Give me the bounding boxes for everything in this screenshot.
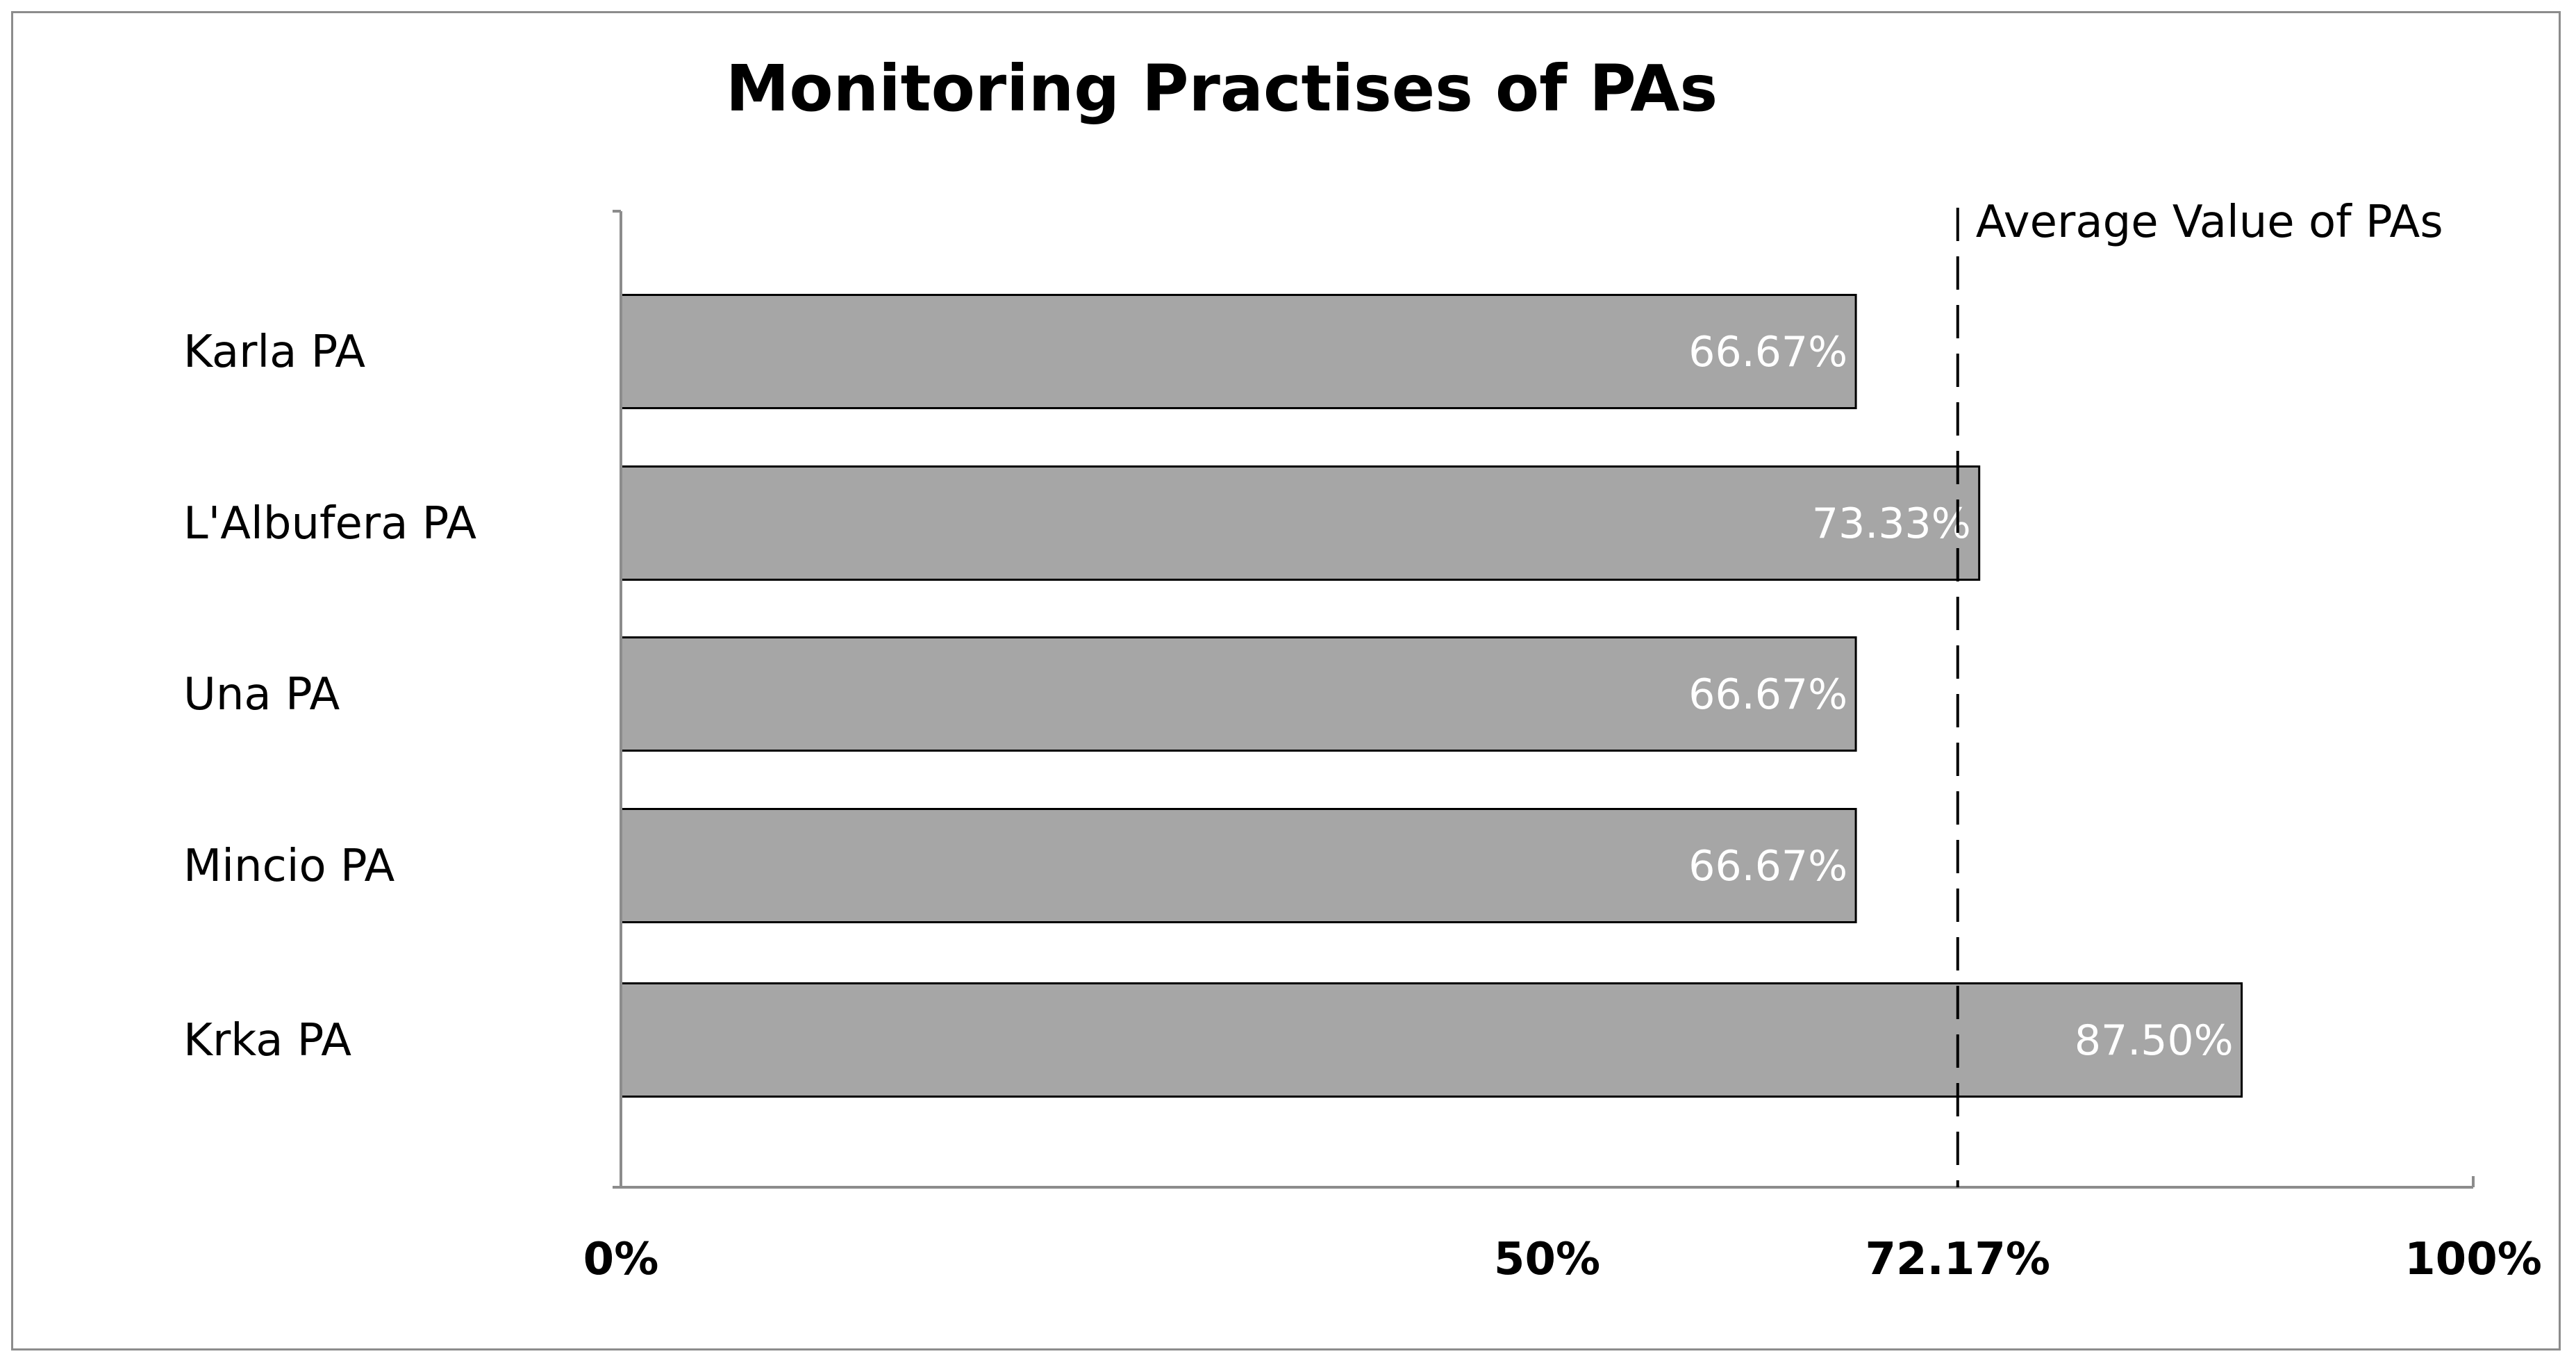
reference-line-label: Average Value of PAs	[1976, 197, 2443, 248]
data-label: 66.67%	[1688, 842, 1847, 891]
chart-svg: Monitoring Practises of PAs Karla PA 66.6…	[183, 51, 2542, 1285]
data-label: 66.67%	[1688, 328, 1847, 377]
category-label: Mincio PA	[183, 841, 395, 892]
bar	[620, 636, 1857, 752]
chart-frame: Monitoring Practises of PAs Karla PA 66.6…	[11, 11, 2561, 1350]
bar	[620, 465, 1981, 581]
bar	[620, 808, 1857, 923]
data-label: 87.50%	[2075, 1016, 2234, 1065]
chart-title: Monitoring Practises of PAs	[726, 51, 1718, 126]
bar	[620, 294, 1857, 409]
x-tick-label: 100%	[2404, 1234, 2542, 1285]
category-label: L'Albufera PA	[183, 498, 476, 550]
category-label: Krka PA	[183, 1015, 351, 1066]
data-label: 73.33%	[1812, 499, 1971, 548]
x-tick-label: 72.17%	[1865, 1234, 2050, 1285]
x-tick-label: 0%	[583, 1234, 659, 1285]
reference-line-layer: Average Value of PAs	[1956, 197, 2443, 1187]
x-tick-label: 50%	[1494, 1234, 1600, 1285]
bars-layer: Karla PA 66.67% L'Albufera PA 73.33% Una PA 6…	[183, 294, 2243, 1098]
category-label: Karla PA	[183, 327, 365, 378]
category-label: Una PA	[183, 669, 340, 720]
bar	[620, 982, 2243, 1098]
data-label: 66.67%	[1688, 670, 1847, 719]
axis-layer: 0% 50% 72.17% 100%	[583, 210, 2542, 1285]
